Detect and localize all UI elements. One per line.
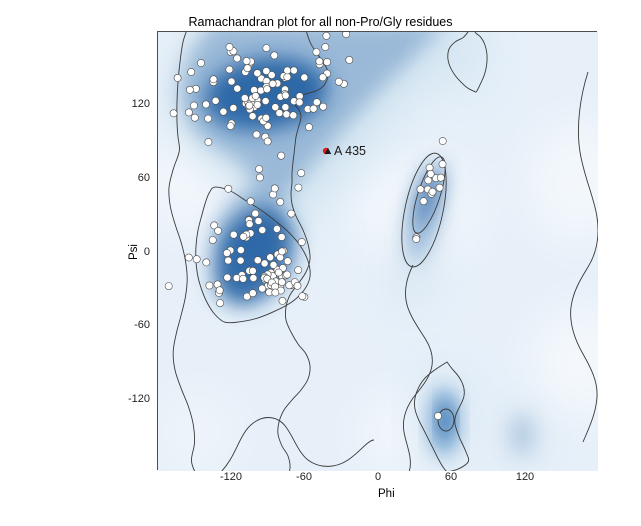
svg-text:▲: ▲ bbox=[323, 145, 334, 157]
svg-text:A 435: A 435 bbox=[334, 144, 366, 158]
